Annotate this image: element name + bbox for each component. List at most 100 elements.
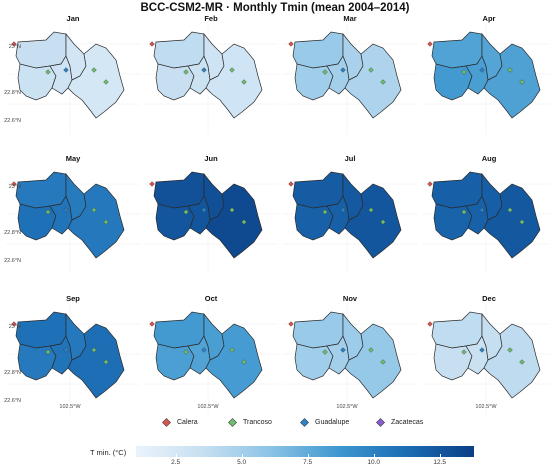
- site-marker: [201, 67, 207, 73]
- region-5: [344, 323, 402, 399]
- map-panel-grid: Jan Feb Mar Apr May Jun Jul Aug Sep Oct Nov Dec 23°N…: [4, 14, 550, 414]
- site-marker: [427, 41, 433, 47]
- diamond-icon: [162, 418, 171, 427]
- colorbar-tick-mark: [373, 454, 375, 457]
- legend-label: Zacatecas: [391, 419, 424, 426]
- panel-month-label: Mar: [343, 14, 357, 23]
- latitude-label: 23°N: [8, 44, 21, 50]
- site-marker: [183, 69, 189, 75]
- site-marker: [241, 359, 247, 365]
- month-panel-apr: Apr: [422, 14, 550, 140]
- region-2: [433, 203, 473, 241]
- colorbar: T min. (°C) 2.5 5.0 7.5 10.0 12.5: [0, 442, 550, 469]
- region-2: [17, 203, 57, 241]
- site-marker: [507, 347, 513, 353]
- site-marker: [103, 79, 109, 85]
- region-2: [155, 63, 195, 101]
- site-marker: [340, 67, 346, 73]
- region-map: [422, 164, 550, 274]
- site-marker: [63, 347, 69, 353]
- colorbar-tick-mark: [241, 454, 243, 457]
- longitude-label: 102.5°W: [475, 404, 497, 410]
- latitude-label: 22.6°N: [4, 258, 21, 264]
- diamond-icon: [376, 418, 385, 427]
- site-marker: [45, 209, 51, 215]
- month-panel-dec: Dec: [422, 294, 550, 420]
- legend-item-zacatecas: Zacatecas: [376, 418, 423, 427]
- panel-month-label: Aug: [481, 154, 497, 163]
- legend-item-trancoso: Trancoso: [228, 418, 272, 427]
- site-marker: [380, 79, 386, 85]
- panel-month-label: Sep: [66, 294, 80, 303]
- site-marker: [479, 67, 485, 73]
- region-map: [144, 24, 278, 134]
- latitude-label: 22.8°N: [4, 90, 21, 96]
- site-marker: [340, 347, 346, 353]
- region-5: [483, 323, 541, 399]
- month-panel-oct: Oct: [144, 294, 278, 420]
- site-marker: [91, 207, 97, 213]
- latitude-label: 23°N: [8, 324, 21, 330]
- month-panel-mar: Mar: [283, 14, 417, 140]
- month-panel-jan: Jan: [6, 14, 140, 140]
- panel-month-label: Apr: [482, 14, 496, 23]
- panel-month-label: Feb: [204, 14, 218, 23]
- site-marker: [229, 347, 235, 353]
- region-2: [294, 343, 334, 381]
- site-marker: [149, 41, 155, 47]
- region-5: [205, 43, 263, 119]
- site-marker: [91, 67, 97, 73]
- region-5: [483, 183, 541, 259]
- region-2: [155, 203, 195, 241]
- region-5: [205, 323, 263, 399]
- legend-label: Calera: [177, 419, 198, 426]
- region-1: [292, 311, 344, 349]
- region-5: [67, 323, 125, 399]
- site-marker: [229, 207, 235, 213]
- colorbar-title: T min. (°C): [90, 448, 127, 457]
- site-marker: [183, 349, 189, 355]
- region-map: [283, 304, 417, 414]
- region-1: [15, 171, 67, 209]
- legend-label: Guadalupe: [315, 419, 350, 426]
- longitude-label: 102.5°W: [336, 404, 358, 410]
- panel-month-label: Oct: [204, 294, 218, 303]
- region-5: [344, 43, 402, 119]
- site-marker: [103, 219, 109, 225]
- site-marker: [507, 67, 513, 73]
- site-marker: [103, 359, 109, 365]
- latitude-label: 22.8°N: [4, 370, 21, 376]
- region-5: [67, 183, 125, 259]
- colorbar-tick-label: 2.5: [171, 459, 181, 466]
- site-marker: [380, 359, 386, 365]
- site-marker: [368, 67, 374, 73]
- region-1: [431, 31, 483, 69]
- month-panel-sep: Sep: [6, 294, 140, 420]
- site-marker: [368, 207, 374, 213]
- diamond-icon: [300, 418, 309, 427]
- site-marker: [11, 321, 17, 327]
- region-5: [205, 183, 263, 259]
- region-2: [155, 343, 195, 381]
- panel-month-label: Dec: [482, 294, 496, 303]
- site-marker: [380, 219, 386, 225]
- panel-month-label: Jan: [66, 14, 80, 23]
- latitude-label: 22.8°N: [4, 230, 21, 236]
- site-marker: [241, 79, 247, 85]
- month-panel-nov: Nov: [283, 294, 417, 420]
- site-marker: [201, 207, 207, 213]
- site-marker: [45, 349, 51, 355]
- panel-month-label: Nov: [342, 294, 358, 303]
- site-marker: [479, 207, 485, 213]
- region-1: [292, 171, 344, 209]
- region-1: [153, 171, 205, 209]
- map-title: BCC-CSM2-MR · Monthly Tmin (mean 2004–20…: [140, 2, 410, 14]
- site-marker: [45, 69, 51, 75]
- legend-item-guadalupe: Guadalupe: [300, 418, 349, 427]
- colorbar-tick-mark: [439, 454, 441, 457]
- site-marker: [288, 41, 294, 47]
- site-marker: [461, 69, 467, 75]
- site-marker: [519, 79, 525, 85]
- latitude-label: 22.6°N: [4, 398, 21, 404]
- site-marker: [479, 347, 485, 353]
